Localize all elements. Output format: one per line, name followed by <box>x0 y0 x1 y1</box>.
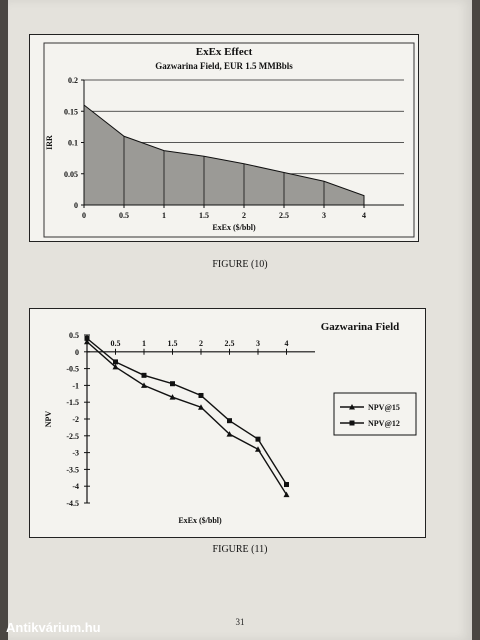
legend-box <box>333 392 417 436</box>
npv-line-chart: Gazwarina Field 0.5 0 -0.5 -1 -1.5 -2 -2.5 -3 -3.… <box>44 321 417 525</box>
y-tick-label: -2 <box>72 415 79 424</box>
irr-area-chart: ExEx Effect Gazwarina Field, EUR 1.5 MMBb… <box>43 42 415 238</box>
x-tick-label: 2.5 <box>225 339 235 348</box>
series-2-point <box>84 335 90 341</box>
y-tick-label: -3.5 <box>66 465 79 474</box>
series-1-point <box>283 491 290 498</box>
series-1-point <box>169 394 176 400</box>
y-tick-label: 0 <box>75 348 79 357</box>
series-1-point <box>84 338 90 345</box>
legend-label: NPV@15 <box>368 403 400 412</box>
y-axis-label: IRR <box>45 135 54 150</box>
y-tick-label: 0.15 <box>64 107 78 116</box>
x-tick-label: 0.5 <box>119 211 129 220</box>
legend-label: NPV@12 <box>368 419 400 428</box>
x-axis-label: ExEx ($/bbl) <box>178 516 222 525</box>
y-tick-label: -3 <box>72 449 79 458</box>
x-tick-label: 1.5 <box>168 339 178 348</box>
page-number: 31 <box>235 617 245 627</box>
chart-subtitle: Gazwarina Field, EUR 1.5 MMBbls <box>155 61 293 71</box>
irr-area <box>83 103 365 206</box>
chart-title: Gazwarina Field <box>321 321 400 333</box>
x-tick-label: 2.5 <box>279 211 289 220</box>
x-tick-label: 1 <box>162 211 166 220</box>
series-1-point <box>198 404 204 410</box>
y-axis-label: NPV <box>44 411 53 428</box>
x-axis-label: ExEx ($/bbl) <box>212 223 256 232</box>
y-tick-label: -1 <box>72 381 79 390</box>
x-tick-label: 3 <box>256 339 260 348</box>
series-2-point <box>113 359 118 365</box>
x-tick-label: 0 <box>82 211 86 220</box>
figure-11-panel: Gazwarina Field 0.5 0 -0.5 -1 -1.5 -2 -2.5 -3 -3.… <box>29 308 426 538</box>
series-2-point <box>170 381 175 387</box>
series-2-point <box>141 372 147 378</box>
legend-marker <box>349 404 355 410</box>
x-tick-label: 4 <box>285 339 289 348</box>
y-tick-label: 0.05 <box>64 170 78 179</box>
x-tick-label: 3 <box>322 211 326 220</box>
series-1-point <box>255 446 261 452</box>
y-tick-label: 0.1 <box>68 139 78 148</box>
x-tick-label: 1 <box>142 339 146 348</box>
series-1-point <box>226 431 233 437</box>
x-tick-label: 2 <box>199 339 203 348</box>
chart-inner-frame <box>43 42 415 238</box>
y-tick-label: -2.5 <box>66 432 79 441</box>
series-2-point <box>198 392 204 398</box>
chart-title: ExEx Effect <box>196 46 253 58</box>
figure-10-panel: ExEx Effect Gazwarina Field, EUR 1.5 MMBb… <box>29 34 419 242</box>
series-1-point <box>141 382 147 388</box>
y-tick-label: 0 <box>74 201 78 210</box>
y-tick-label: -0.5 <box>66 365 79 374</box>
series-1-point <box>112 363 119 370</box>
series-line-2 <box>86 337 288 485</box>
series-line-1 <box>86 341 288 495</box>
legend-marker <box>349 420 355 426</box>
x-tick-label: 4 <box>362 211 366 220</box>
y-tick-label: -1.5 <box>66 398 79 407</box>
figure-11-caption: FIGURE (11) <box>212 544 268 555</box>
y-tick-label: -4.5 <box>66 499 79 508</box>
series-2-point <box>227 418 232 424</box>
x-tick-label: 0.5 <box>111 339 121 348</box>
x-tick-label: 1.5 <box>199 211 209 220</box>
watermark-text: Antikvárium.hu <box>6 620 101 635</box>
y-tick-label: -4 <box>72 482 79 491</box>
y-tick-label: 0.2 <box>68 76 78 85</box>
series-2-point <box>284 482 289 488</box>
book-page: ExEx Effect Gazwarina Field, EUR 1.5 MMBb… <box>8 0 472 640</box>
series-2-point <box>255 436 261 442</box>
x-tick-label: 2 <box>242 211 246 220</box>
y-tick-label: 0.5 <box>69 331 79 340</box>
figure-10-caption: FIGURE (10) <box>212 259 268 270</box>
